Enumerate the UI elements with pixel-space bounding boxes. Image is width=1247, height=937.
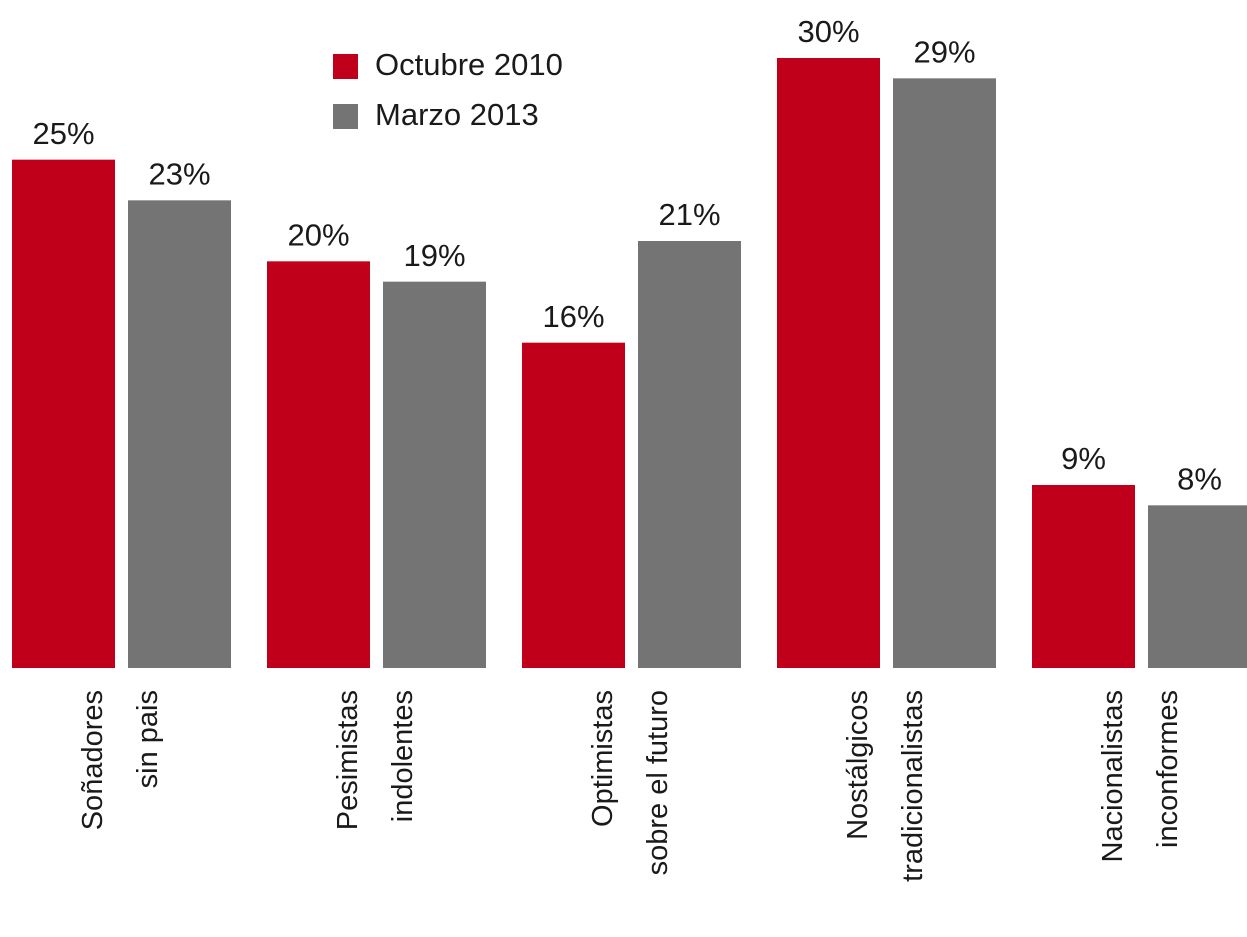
bar — [1032, 485, 1135, 668]
bar — [638, 241, 741, 668]
value-label: 9% — [1061, 441, 1106, 476]
legend-swatch — [333, 54, 358, 79]
category-label: Nacionalistas — [1097, 690, 1129, 862]
value-label: 23% — [148, 157, 210, 192]
value-label: 21% — [658, 197, 720, 232]
bar — [1148, 505, 1247, 668]
category-label: sin pais — [132, 690, 164, 788]
value-label: 19% — [403, 238, 465, 273]
category-label: Soñadores — [77, 690, 109, 830]
value-label: 8% — [1177, 462, 1222, 497]
bar — [522, 342, 625, 668]
bar — [893, 78, 996, 669]
category-label: tradicionalistas — [897, 690, 929, 882]
bar — [777, 58, 880, 668]
bar — [12, 159, 115, 668]
value-label: 16% — [542, 299, 604, 334]
legend-swatch — [333, 104, 358, 129]
legend-label: Marzo 2013 — [375, 97, 539, 132]
category-label: Pesimistas — [332, 690, 364, 830]
category-label: indolentes — [387, 690, 419, 822]
value-label: 25% — [32, 116, 94, 151]
category-label: Optimistas — [587, 690, 619, 827]
bar — [128, 200, 231, 669]
legend-label: Octubre 2010 — [375, 47, 563, 82]
value-label: 29% — [913, 35, 975, 70]
category-label: sobre el futuro — [642, 690, 674, 875]
bar — [267, 261, 370, 668]
category-label: Nostálgicos — [842, 690, 874, 840]
value-label: 30% — [797, 14, 859, 49]
value-label: 20% — [287, 218, 349, 253]
category-label: inconformes — [1152, 690, 1184, 848]
bar — [383, 281, 486, 668]
